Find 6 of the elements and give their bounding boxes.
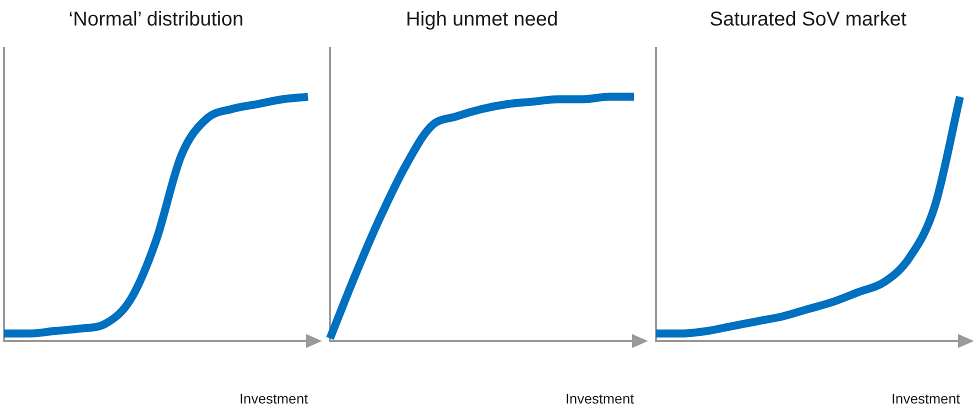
chart-title: ‘Normal’ distribution: [68, 8, 244, 31]
x-axis-title: Investment: [566, 390, 634, 406]
x-axis-title: Investment: [892, 390, 960, 406]
chart-title: High unmet need: [406, 8, 558, 31]
chart-title: Saturated SoV market: [710, 8, 907, 31]
x-axis-title: Investment: [240, 390, 308, 406]
